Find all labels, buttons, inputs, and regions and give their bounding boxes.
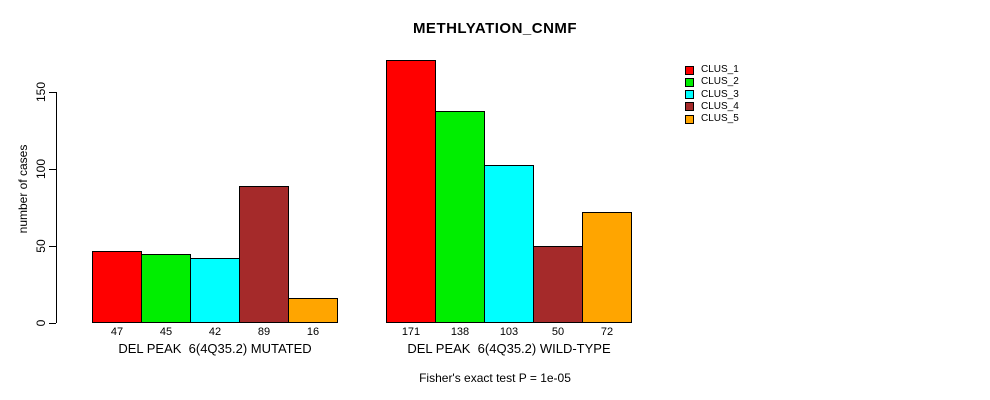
legend-swatch-icon (685, 102, 694, 112)
legend-swatch-icon (685, 114, 694, 124)
y-axis-tick-label: 0 (34, 319, 48, 327)
legend-swatch-icon (685, 90, 694, 100)
legend-swatch-icon (685, 65, 694, 75)
legend-swatch-icon (685, 77, 694, 87)
bar-value-label: 50 (551, 326, 565, 338)
legend-item-CLUS_4: CLUS_4 (685, 101, 739, 113)
legend-item-CLUS_5: CLUS_5 (685, 113, 739, 125)
y-axis-tick (49, 91, 56, 93)
legend-label: CLUS_2 (701, 76, 739, 88)
bar-value-label: 16 (306, 326, 320, 338)
y-axis-tick-label: 100 (34, 159, 48, 180)
y-axis-tick-label: 50 (34, 239, 48, 253)
bar-value-label: 103 (499, 326, 519, 338)
legend-label: CLUS_4 (701, 100, 739, 112)
bar-value-label: 171 (401, 326, 421, 338)
footnote: Fisher's exact test P = 1e-05 (419, 371, 571, 385)
bar-value-label: 42 (208, 326, 222, 338)
bar-value-label: 72 (600, 326, 614, 338)
legend-item-CLUS_3: CLUS_3 (685, 89, 739, 101)
chart-title: METHLYATION_CNMF (412, 20, 578, 37)
y-axis-title: number of cases (16, 144, 30, 234)
y-axis-tick (49, 322, 56, 324)
bar-CLUS_4 (239, 186, 289, 323)
bar-CLUS_1 (92, 250, 142, 323)
bar-value-label: 138 (450, 326, 470, 338)
legend: CLUS_1 CLUS_2 CLUS_3 CLUS_4 CLUS_5 (685, 64, 739, 125)
y-axis-tick-label: 150 (34, 82, 48, 103)
bar-value-label: 89 (257, 326, 271, 338)
y-axis-tick (49, 168, 56, 170)
bar-CLUS_2 (435, 110, 485, 323)
bar-CLUS_3 (484, 164, 534, 323)
legend-label: CLUS_1 (701, 64, 739, 75)
legend-item-CLUS_1: CLUS_1 (685, 64, 739, 76)
bar-CLUS_3 (190, 258, 240, 323)
bar-CLUS_4 (533, 246, 583, 323)
x-group-label: DEL PEAK 6(4Q35.2) WILD-TYPE (407, 341, 611, 356)
bar-CLUS_5 (288, 298, 338, 323)
y-axis-line (56, 92, 57, 323)
bar-CLUS_1 (386, 60, 436, 323)
x-group-label: DEL PEAK 6(4Q35.2) MUTATED (118, 341, 312, 356)
legend-item-CLUS_2: CLUS_2 (685, 76, 739, 88)
bar-CLUS_2 (141, 253, 191, 323)
bar-CLUS_5 (582, 212, 632, 323)
bar-value-label: 47 (110, 326, 124, 338)
bar-value-label: 45 (159, 326, 173, 338)
legend-label: CLUS_5 (701, 113, 739, 125)
legend-label: CLUS_3 (701, 88, 739, 100)
y-axis-tick (49, 245, 56, 247)
